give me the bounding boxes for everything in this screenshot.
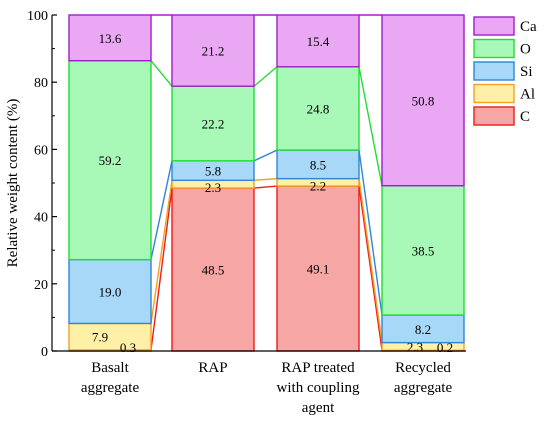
bar-segment-c	[171, 187, 255, 352]
data-label: 2.3	[407, 339, 423, 354]
legend-swatch-c	[473, 106, 515, 126]
connector-line-c	[150, 187, 173, 351]
y-tick-label: 40	[34, 211, 48, 226]
data-label: 15.4	[307, 34, 330, 49]
x-tick-label: Basalt	[91, 360, 129, 376]
data-label: 22.2	[202, 117, 225, 132]
legend-label-o: O	[520, 42, 531, 58]
data-label: 38.5	[412, 243, 435, 258]
bar-segment-si	[381, 314, 465, 344]
legend-label-al: Al	[520, 87, 535, 103]
connector-line-al	[150, 180, 173, 324]
bar-segment-si	[68, 258, 152, 325]
data-label: 8.5	[310, 157, 326, 172]
x-tick-label: agent	[302, 400, 335, 416]
bar-segment-ca	[381, 14, 465, 187]
y-axis-label: Relative weight content (%)	[5, 99, 21, 268]
bar-segment-al	[68, 322, 152, 351]
data-label: 24.8	[307, 101, 330, 116]
legend-swatch-si	[473, 61, 515, 81]
x-tick-label: RAP	[198, 360, 227, 376]
bar-segment-ca	[276, 14, 360, 68]
data-label: 19.0	[99, 285, 122, 300]
connector-line-si	[150, 160, 173, 260]
connector-line-o	[358, 66, 383, 186]
data-label: 8.2	[415, 322, 431, 337]
data-label: 48.5	[202, 263, 225, 278]
y-tick-label: 20	[34, 278, 48, 293]
legend-swatch-al	[473, 83, 515, 104]
y-tick-label: 100	[27, 9, 48, 24]
x-tick-label: aggregate	[81, 380, 140, 396]
bar-segment-o	[381, 184, 465, 316]
x-tick-label: aggregate	[394, 380, 453, 396]
data-label: 0.2	[437, 340, 453, 355]
bar-segment-o	[171, 85, 255, 162]
data-label: 5.8	[205, 164, 221, 179]
bar-segment-ca	[68, 14, 152, 62]
connector-line-al	[253, 177, 278, 182]
legend-label-si: Si	[520, 64, 533, 80]
data-label: 2.3	[205, 180, 221, 195]
y-tick-label: 0	[41, 345, 48, 360]
legend-label-c: C	[520, 109, 530, 125]
data-label: 0.3	[120, 340, 136, 355]
bar-segment-o	[276, 66, 360, 151]
data-label: 59.2	[99, 153, 122, 168]
data-label: 2.2	[310, 178, 326, 193]
legend-label-ca: Ca	[520, 19, 537, 35]
bar-segment-si	[276, 149, 360, 180]
connector-line-al	[358, 178, 383, 343]
bar-segment-ca	[171, 14, 255, 87]
data-label: 49.1	[307, 262, 330, 277]
y-tick-label: 60	[34, 143, 48, 158]
connector-line-o	[150, 60, 173, 87]
x-tick-label: with coupling	[277, 380, 360, 396]
data-label: 13.6	[99, 31, 122, 46]
bar-segment-o	[68, 59, 152, 261]
data-label: 7.9	[92, 330, 108, 345]
connector-line-o	[253, 66, 278, 87]
connector-line-c	[358, 185, 383, 351]
legend-swatch-o	[473, 38, 515, 59]
x-tick-label: RAP treated	[281, 360, 355, 376]
connector-line-c	[253, 185, 278, 189]
x-tick-label: Recycled	[395, 360, 451, 376]
bar-segment-c	[276, 185, 360, 352]
connector-line-si	[358, 149, 383, 316]
data-label: 21.2	[202, 44, 225, 59]
legend-swatch-ca	[473, 16, 515, 36]
data-label: 50.8	[412, 93, 435, 108]
y-tick-label: 80	[34, 76, 48, 91]
connector-line-si	[253, 149, 278, 162]
